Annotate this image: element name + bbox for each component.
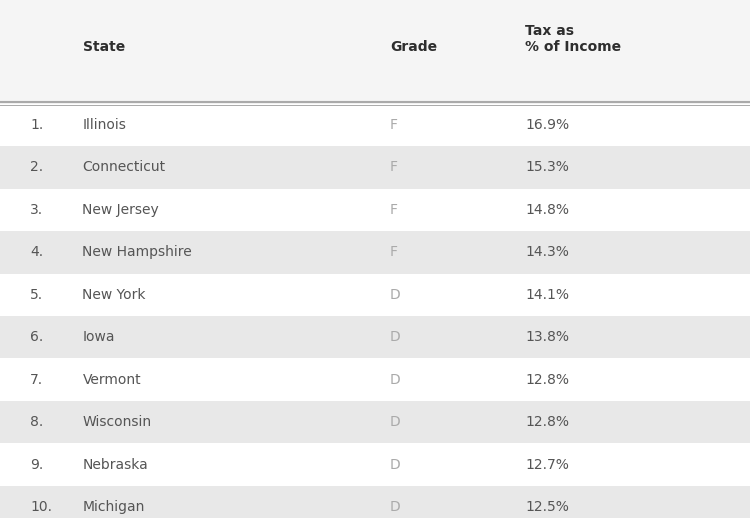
Text: 12.8%: 12.8% xyxy=(525,415,569,429)
Text: 13.8%: 13.8% xyxy=(525,330,569,344)
Text: State: State xyxy=(82,40,124,54)
Bar xyxy=(0,358,750,401)
Text: Tax as
% of Income: Tax as % of Income xyxy=(525,24,621,54)
Text: F: F xyxy=(390,118,398,132)
Bar xyxy=(0,486,750,518)
Text: D: D xyxy=(390,415,400,429)
Text: F: F xyxy=(390,160,398,175)
Bar xyxy=(0,231,750,274)
Bar xyxy=(0,443,750,486)
Bar xyxy=(0,316,750,358)
Text: 2.: 2. xyxy=(30,160,43,175)
Text: 12.8%: 12.8% xyxy=(525,372,569,387)
Text: D: D xyxy=(390,287,400,302)
Text: 1.: 1. xyxy=(30,118,44,132)
Bar xyxy=(0,104,750,146)
Bar xyxy=(0,401,750,443)
Text: 5.: 5. xyxy=(30,287,43,302)
Bar xyxy=(0,274,750,316)
Text: Vermont: Vermont xyxy=(82,372,141,387)
Text: 6.: 6. xyxy=(30,330,44,344)
Text: F: F xyxy=(390,245,398,260)
Text: 4.: 4. xyxy=(30,245,43,260)
Text: 15.3%: 15.3% xyxy=(525,160,568,175)
Bar xyxy=(0,146,750,189)
Text: D: D xyxy=(390,330,400,344)
Text: New Hampshire: New Hampshire xyxy=(82,245,192,260)
Text: 14.3%: 14.3% xyxy=(525,245,568,260)
Text: Wisconsin: Wisconsin xyxy=(82,415,152,429)
Text: New York: New York xyxy=(82,287,146,302)
Bar xyxy=(0,189,750,231)
Text: 12.5%: 12.5% xyxy=(525,500,568,514)
Text: 14.1%: 14.1% xyxy=(525,287,569,302)
Text: 9.: 9. xyxy=(30,457,44,472)
Text: 8.: 8. xyxy=(30,415,44,429)
Text: 10.: 10. xyxy=(30,500,52,514)
Text: F: F xyxy=(390,203,398,217)
Text: D: D xyxy=(390,457,400,472)
Text: 14.8%: 14.8% xyxy=(525,203,569,217)
Text: Michigan: Michigan xyxy=(82,500,145,514)
Text: 16.9%: 16.9% xyxy=(525,118,569,132)
Text: Illinois: Illinois xyxy=(82,118,126,132)
Text: 7.: 7. xyxy=(30,372,43,387)
Text: D: D xyxy=(390,372,400,387)
Text: Nebraska: Nebraska xyxy=(82,457,148,472)
Text: Grade: Grade xyxy=(390,40,437,54)
Text: 12.7%: 12.7% xyxy=(525,457,568,472)
Text: New Jersey: New Jersey xyxy=(82,203,159,217)
Text: Connecticut: Connecticut xyxy=(82,160,166,175)
Text: 3.: 3. xyxy=(30,203,43,217)
Text: D: D xyxy=(390,500,400,514)
Text: Iowa: Iowa xyxy=(82,330,115,344)
